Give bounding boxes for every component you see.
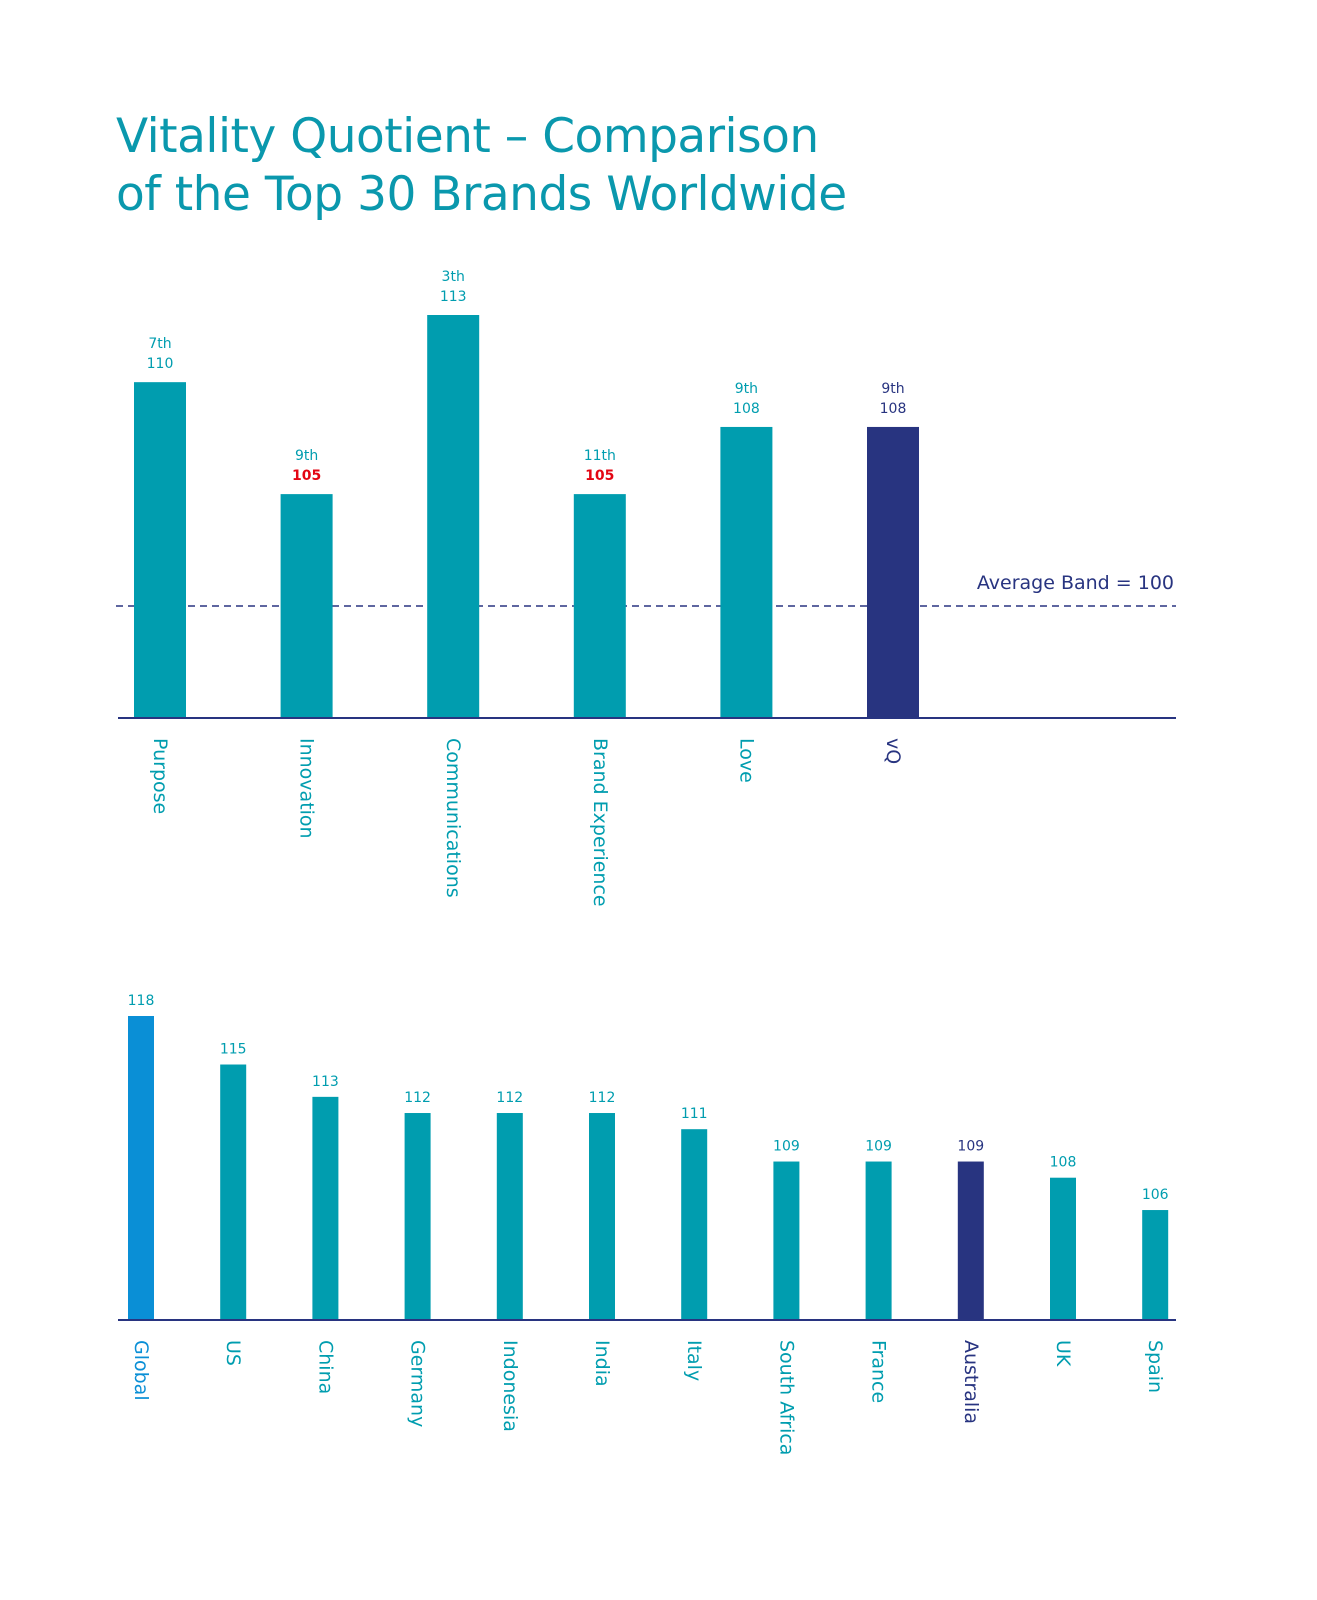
value-label-uk: 108 [1050, 1155, 1077, 1171]
category-label-vq: vQ [882, 738, 904, 764]
bar-purpose [134, 382, 186, 718]
rank-label-brand-experience: 11th [584, 448, 616, 464]
value-label-germany: 112 [404, 1090, 431, 1106]
category-label-china: China [314, 1340, 336, 1394]
category-label-france: France [868, 1340, 890, 1403]
rank-label-communications: 3th [442, 269, 465, 285]
value-label-us: 115 [220, 1042, 247, 1058]
category-label-global: Global [130, 1340, 152, 1401]
attribute-bar-chart: Average Band = 100 7th 110 Purpose 9th 105 Inn… [116, 269, 1176, 907]
category-label-purpose: Purpose [149, 738, 171, 814]
value-label-china: 113 [312, 1074, 339, 1090]
bar-italy [681, 1129, 708, 1320]
category-label-germany: Germany [407, 1340, 429, 1427]
category-label-australia: Australia [960, 1340, 982, 1424]
value-label-australia: 109 [957, 1139, 984, 1155]
value-label-spain: 106 [1142, 1187, 1169, 1203]
value-label-communications: 113 [440, 289, 467, 305]
category-label-south-africa: South Africa [775, 1340, 797, 1455]
rank-label-purpose: 7th [148, 336, 171, 352]
bar-china [312, 1096, 339, 1320]
value-label-vq: 108 [880, 401, 907, 417]
value-label-south-africa: 109 [773, 1139, 800, 1155]
value-label-france: 109 [865, 1139, 892, 1155]
bar-south-africa [773, 1161, 800, 1320]
value-label-global: 118 [128, 993, 155, 1009]
bar-communications [427, 315, 480, 718]
bar-spain [1142, 1210, 1169, 1320]
category-label-india: India [591, 1340, 613, 1387]
value-label-purpose: 110 [147, 356, 174, 372]
bar-india [589, 1113, 615, 1320]
bar-germany [404, 1113, 431, 1320]
value-label-indonesia: 112 [496, 1090, 523, 1106]
chart-title: Vitality Quotient – Comparison of the To… [116, 108, 847, 224]
bar-vq [867, 426, 919, 718]
category-label-spain: Spain [1144, 1340, 1166, 1393]
bar-us [220, 1064, 247, 1320]
value-label-love: 108 [733, 401, 760, 417]
rank-label-love: 9th [735, 381, 758, 397]
value-label-brand-experience: 105 [585, 468, 614, 484]
bar-global [128, 1016, 154, 1320]
bar-uk [1050, 1177, 1076, 1320]
rank-label-innovation: 9th [295, 448, 318, 464]
bar-love [720, 426, 773, 718]
bar-brand-experience [573, 494, 626, 718]
category-label-indonesia: Indonesia [499, 1340, 521, 1432]
bar-indonesia [496, 1113, 523, 1320]
rank-label-vq: 9th [881, 381, 904, 397]
chart-title-line-2: of the Top 30 Brands Worldwide [116, 167, 847, 222]
value-label-india: 112 [589, 1090, 616, 1106]
bar-innovation [280, 494, 333, 718]
category-label-brand-experience: Brand Experience [589, 738, 611, 907]
category-label-uk: UK [1052, 1340, 1074, 1367]
average-band-label: Average Band = 100 [977, 572, 1174, 594]
chart-title-line-1: Vitality Quotient – Comparison [116, 109, 819, 164]
value-label-innovation: 105 [292, 468, 321, 484]
bar-france [865, 1161, 892, 1320]
category-label-innovation: Innovation [296, 738, 318, 839]
category-label-love: Love [735, 738, 757, 783]
bar-australia [957, 1161, 984, 1320]
value-label-italy: 111 [681, 1106, 708, 1122]
category-label-us: US [222, 1340, 244, 1366]
category-label-communications: Communications [442, 738, 464, 898]
category-label-italy: Italy [683, 1340, 705, 1381]
